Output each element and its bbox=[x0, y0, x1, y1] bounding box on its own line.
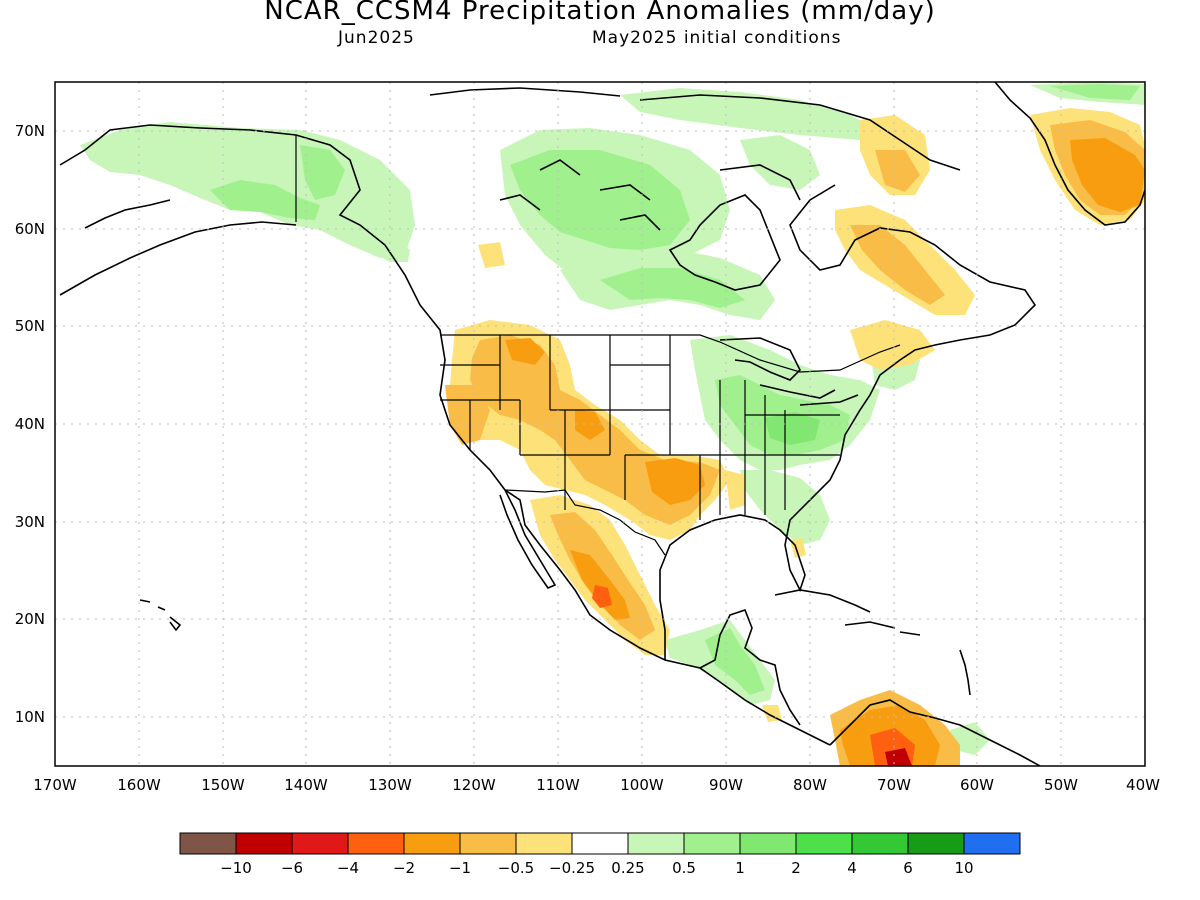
colorbar-swatch bbox=[627, 832, 685, 855]
colorbar-label: −6 bbox=[281, 859, 303, 877]
coastline-alaska-southwest bbox=[84, 199, 171, 229]
lon-tick-label: 150W bbox=[201, 776, 245, 794]
colorbar-swatch bbox=[403, 832, 461, 855]
lon-tick-label: 130W bbox=[368, 776, 412, 794]
colorbar-label: −4 bbox=[337, 859, 359, 877]
colorbar-swatch bbox=[235, 832, 293, 855]
anomaly-dry-greenland-core bbox=[1070, 138, 1145, 212]
anomaly-dry-colorado bbox=[575, 410, 605, 440]
colorbar-swatch bbox=[179, 832, 237, 855]
colorbar: −10 −6 −4 −2 −1 −0.5 −0.25 0.25 0.5 1 2 4 6 10 bbox=[179, 832, 1021, 877]
valid-month-label: Jun2025 bbox=[338, 28, 415, 48]
coastline-alaska-south bbox=[59, 221, 297, 296]
anomaly-wet-central-america-core bbox=[705, 628, 765, 695]
anomaly-dry-mexico-core bbox=[570, 550, 630, 620]
lat-tick-label: 20N bbox=[15, 610, 45, 628]
coastline-yucatan bbox=[699, 609, 801, 726]
colorbar-swatch bbox=[907, 832, 965, 855]
lon-tick-label: 50W bbox=[1044, 776, 1078, 794]
colorbar-swatch bbox=[795, 832, 853, 855]
colorbar-label: 0.5 bbox=[672, 859, 696, 877]
anomaly-dry-baffin-mid bbox=[875, 150, 920, 192]
anomaly-wet-ohio-core bbox=[765, 412, 820, 445]
anomaly-wet-nunavut-core bbox=[510, 150, 690, 250]
anomaly-dry-maritimes bbox=[850, 320, 935, 370]
anomaly-wet-baffin bbox=[740, 135, 820, 190]
colorbar-label: −0.5 bbox=[498, 859, 534, 877]
coastline-great-lakes bbox=[719, 337, 859, 406]
lat-axis: 10N 20N 30N 40N 50N 60N 70N bbox=[15, 122, 45, 726]
lon-tick-label: 100W bbox=[620, 776, 664, 794]
colorbar-swatch bbox=[459, 832, 517, 855]
lon-tick-label: 70W bbox=[877, 776, 911, 794]
border-us-mexico bbox=[504, 489, 666, 556]
lat-tick-label: 50N bbox=[15, 317, 45, 335]
colorbar-swatch bbox=[683, 832, 741, 855]
anomaly-dry-southern-plains bbox=[645, 458, 705, 505]
colorbar-swatch bbox=[515, 832, 573, 855]
coastline-gulf-atlantic bbox=[659, 184, 1037, 660]
colorbar-label: 0.25 bbox=[611, 859, 644, 877]
colorbar-label: −10 bbox=[220, 859, 252, 877]
coastline-arctic-islands bbox=[429, 87, 961, 231]
anomaly-wet-arctic-strip bbox=[620, 88, 880, 140]
anomaly-dry-montana bbox=[505, 338, 545, 365]
anomaly-wet-yukon bbox=[300, 145, 345, 200]
lon-axis: 170W 160W 150W 140W 130W 120W 110W 100W … bbox=[33, 776, 1160, 794]
colorbar-swatch bbox=[739, 832, 797, 855]
lat-tick-label: 60N bbox=[15, 220, 45, 238]
coastline-hudson-bay bbox=[668, 194, 781, 291]
colorbar-label: 4 bbox=[847, 859, 857, 877]
map-title: NCAR_CCSM4 Precipitation Anomalies (mm/d… bbox=[264, 0, 936, 26]
lon-tick-label: 40W bbox=[1126, 776, 1160, 794]
coastline-cuba bbox=[774, 589, 921, 636]
lon-tick-label: 60W bbox=[960, 776, 994, 794]
lon-tick-label: 80W bbox=[793, 776, 827, 794]
colorbar-swatch bbox=[291, 832, 349, 855]
lon-tick-label: 90W bbox=[709, 776, 743, 794]
colorbar-label: 2 bbox=[791, 859, 801, 877]
anomaly-field bbox=[80, 82, 1145, 766]
graticule bbox=[55, 82, 1145, 766]
colorbar-label: 6 bbox=[903, 859, 913, 877]
political-borders bbox=[295, 135, 901, 556]
lon-tick-label: 120W bbox=[452, 776, 496, 794]
colorbar-label: −1 bbox=[449, 859, 471, 877]
colorbar-label: −0.25 bbox=[549, 859, 595, 877]
lon-tick-label: 160W bbox=[117, 776, 161, 794]
lat-tick-label: 70N bbox=[15, 122, 45, 140]
coastline-lesser-antilles bbox=[959, 649, 971, 696]
init-conditions-label: May2025 initial conditions bbox=[592, 28, 842, 48]
anomaly-wet-greenland-north-core bbox=[1050, 84, 1140, 100]
anomaly-dry-venezuela-peak bbox=[885, 748, 912, 766]
border-us-states bbox=[440, 335, 840, 520]
lon-tick-label: 110W bbox=[536, 776, 580, 794]
anomaly-wet-alaska-core bbox=[210, 180, 320, 220]
lat-tick-label: 10N bbox=[15, 708, 45, 726]
anomaly-wet-manitoba-core bbox=[600, 268, 745, 308]
lat-tick-label: 30N bbox=[15, 513, 45, 531]
colorbar-swatch bbox=[963, 832, 1021, 855]
colorbar-label: −2 bbox=[393, 859, 415, 877]
colorbar-swatch bbox=[347, 832, 405, 855]
colorbar-label: 10 bbox=[954, 859, 973, 877]
border-us-canada bbox=[440, 334, 901, 373]
anomaly-dry-yukon-spot bbox=[478, 242, 505, 268]
anomaly-dry-quebec-mid bbox=[850, 225, 945, 305]
anomaly-dry-mexico-peak bbox=[592, 585, 612, 608]
lon-tick-label: 170W bbox=[33, 776, 77, 794]
plot-frame bbox=[54, 81, 1146, 767]
coastline-south-america bbox=[829, 699, 1041, 766]
coastline-greenland bbox=[994, 82, 1145, 226]
coastline-hawaii bbox=[139, 599, 182, 632]
lon-tick-label: 140W bbox=[284, 776, 328, 794]
colorbar-swatch bbox=[851, 832, 909, 855]
colorbar-label: 1 bbox=[735, 859, 745, 877]
colorbar-swatch bbox=[571, 832, 629, 855]
anomaly-dry-gulf-coast bbox=[725, 470, 745, 510]
lat-tick-label: 40N bbox=[15, 415, 45, 433]
